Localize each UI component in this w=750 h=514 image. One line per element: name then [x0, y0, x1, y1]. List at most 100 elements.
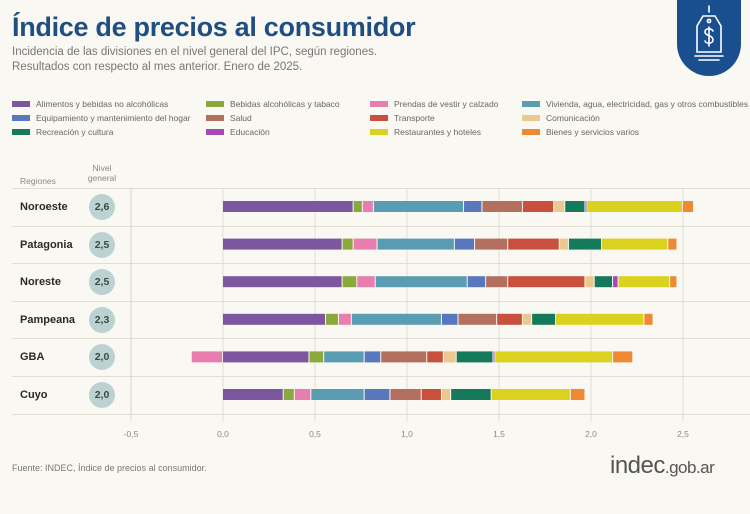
bar-segment [497, 313, 522, 325]
legend-item: Comunicación [522, 113, 600, 123]
legend-item: Bebidas alcohólicas y tabaco [206, 99, 340, 109]
bar-segment [522, 201, 554, 212]
legend-swatch [370, 129, 388, 135]
bar-segment [458, 313, 497, 325]
bar-segment [559, 238, 568, 250]
bar-segment [353, 201, 362, 212]
nivel-general-badge: 2,6 [89, 194, 115, 220]
level-header: Nivel general [86, 163, 118, 183]
region-label: Patagonia [20, 238, 73, 251]
bar-segment [390, 389, 421, 400]
legend-swatch [12, 101, 30, 107]
bar-segment [522, 313, 532, 325]
level-header-line-1: Nivel [92, 163, 112, 173]
nivel-general-badge: 2,3 [89, 306, 115, 333]
legend-swatch [206, 129, 224, 135]
region-label: Cuyo [20, 389, 48, 401]
bar-segment [362, 201, 373, 212]
bar-segment [342, 276, 357, 288]
bar-segment [191, 351, 222, 363]
legend-item: Prendas de vestir y calzado [370, 99, 498, 109]
row-divider [12, 225, 750, 227]
legend-label: Salud [230, 113, 252, 123]
legend-swatch [12, 115, 30, 121]
region-label: Noreste [20, 276, 61, 289]
legend-swatch [12, 129, 30, 135]
bar-segment [421, 389, 441, 400]
subtitle-line-1: Incidencia de las divisiones en el nivel… [12, 46, 378, 58]
bar-segment [342, 238, 353, 250]
legend-label: Recreación y cultura [36, 127, 114, 137]
bar-segment [618, 276, 670, 288]
bar-segment [613, 276, 618, 288]
nivel-general-badge: 2,5 [89, 231, 115, 258]
subtitle-line-2: Resultados con respecto al mes anterior.… [12, 61, 303, 73]
nivel-general-badge: 2,0 [89, 344, 115, 371]
bar-segment [532, 313, 556, 325]
legend-item: Equipamiento y mantenimiento del hogar [12, 113, 191, 123]
legend-label: Alimentos y bebidas no alcohólicas [36, 99, 169, 109]
row-divider [12, 376, 750, 377]
bar-segment [441, 313, 458, 325]
bar-segment [364, 389, 390, 400]
bar-segment [364, 351, 381, 363]
legend-swatch [370, 115, 388, 121]
level-header-line-2: general [87, 173, 117, 183]
legend-item: Transporte [370, 113, 435, 123]
nivel-general-badge: 2,5 [89, 269, 115, 296]
legend-item: Vivienda, agua, electricidad, gas y otro… [522, 99, 748, 109]
bar-segment [283, 389, 294, 400]
bar-segment [381, 351, 427, 363]
legend-swatch [522, 101, 540, 107]
x-tick-label: 0,0 [217, 429, 229, 439]
row-divider [12, 413, 750, 415]
bar-segment [451, 389, 491, 400]
bar-segment [338, 313, 351, 325]
bar-segment [644, 313, 653, 325]
legend-label: Bebidas alcohólicas y tabaco [230, 99, 340, 109]
logo-main: indec [610, 452, 665, 479]
legend-label: Educación [230, 127, 270, 137]
legend-label: Prendas de vestir y calzado [394, 99, 499, 109]
bar-segment [491, 389, 570, 400]
legend-swatch [370, 101, 388, 107]
region-label: Noroeste [20, 201, 68, 213]
bar-segment [223, 313, 326, 325]
indec-badge [677, 0, 741, 76]
bar-segment [427, 351, 443, 363]
x-tick-label: 1,5 [493, 429, 505, 439]
bar-segment [570, 389, 585, 400]
bar-segment [375, 276, 467, 288]
bar-segment [482, 201, 522, 212]
bar-segment [613, 351, 633, 363]
legend-swatch [206, 115, 224, 121]
bar-segment [493, 351, 495, 363]
bar-segment [223, 276, 342, 288]
bar-segment [585, 276, 594, 288]
legend-label: Comunicación [546, 113, 600, 123]
bar-segment [587, 201, 682, 212]
legend-swatch [206, 101, 224, 107]
subtitle: Incidencia de las divisiones en el nivel… [12, 45, 377, 75]
bar-segment [467, 276, 486, 288]
bar-segment [351, 313, 441, 325]
bar-segment [585, 201, 587, 212]
legend-item: Alimentos y bebidas no alcohólicas [12, 99, 168, 109]
bar-segment [486, 276, 508, 288]
bar-segment [456, 351, 493, 363]
legend-label: Restaurantes y hoteles [394, 127, 481, 137]
bar-segment [373, 201, 464, 212]
bar-segment [441, 389, 451, 400]
logo-domain: .gob.ar [664, 458, 715, 477]
legend-item: Restaurantes y hoteles [370, 127, 481, 137]
bar-segment [670, 276, 677, 288]
bar-segment [311, 389, 364, 400]
row-divider [12, 263, 750, 265]
legend-item: Bienes y servicios varios [522, 127, 639, 137]
legend-item: Salud [206, 113, 252, 123]
legend-item: Recreación y cultura [12, 127, 113, 137]
bar-segment [508, 238, 559, 250]
x-tick-label: -0,5 [124, 429, 139, 439]
bar-segment [326, 313, 338, 325]
